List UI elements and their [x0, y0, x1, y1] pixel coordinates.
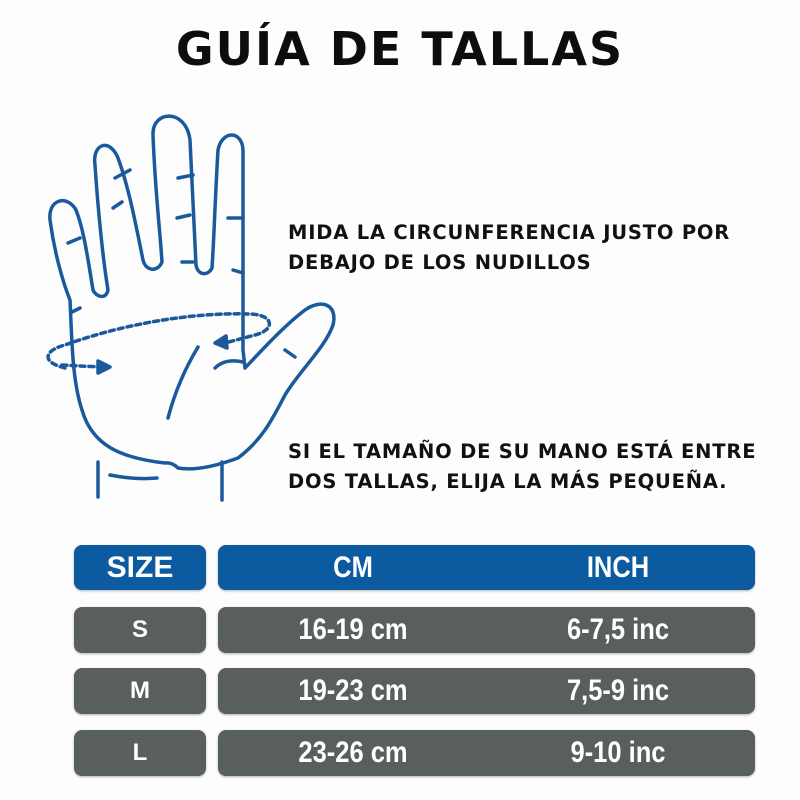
wrist-lines [96, 460, 224, 502]
header-size: SIZE [74, 545, 206, 590]
cell-inch: 6-7,5 inc [566, 613, 670, 646]
row-size-s: S [74, 607, 206, 653]
row-size-m: M [74, 668, 206, 714]
cell-cm: 23-26 cm [298, 736, 408, 769]
cell-cm: 16-19 cm [298, 613, 408, 646]
measure-instruction: MIDA LA CIRCUNFERENCIA JUSTO POR DEBAJO … [288, 218, 730, 278]
between-line-1: SI EL TAMAÑO DE SU MANO ESTÁ ENTRE [288, 440, 757, 463]
table-row: 19-23 cm 7,5-9 inc [218, 668, 755, 714]
between-sizes-note: SI EL TAMAÑO DE SU MANO ESTÁ ENTRE DOS T… [288, 437, 756, 497]
header-cm: CM [333, 550, 373, 584]
palm-lines [166, 345, 297, 420]
header-inch: INCH [586, 550, 650, 584]
measure-tape-icon [46, 312, 272, 370]
cell-cm: 19-23 cm [298, 674, 408, 707]
table-row: 16-19 cm 6-7,5 inc [218, 607, 755, 653]
between-line-2: DOS TALLAS, ELIJA LA MÁS PEQUEÑA. [288, 470, 728, 493]
measure-line-1: MIDA LA CIRCUNFERENCIA JUSTO POR [288, 221, 731, 244]
knuckle-lines [66, 168, 245, 314]
page-title: GUÍA DE TALLAS [175, 22, 625, 76]
cell-inch: 9-10 inc [570, 736, 666, 769]
cell-inch: 7,5-9 inc [566, 674, 670, 707]
arrow-icon [96, 334, 229, 375]
measure-line-2: DEBAJO DE LOS NUDILLOS [288, 251, 592, 274]
header-units: CM INCH [218, 545, 755, 590]
table-row: 23-26 cm 9-10 inc [218, 730, 755, 776]
row-size-l: L [74, 730, 206, 776]
hand-outline [48, 114, 336, 471]
